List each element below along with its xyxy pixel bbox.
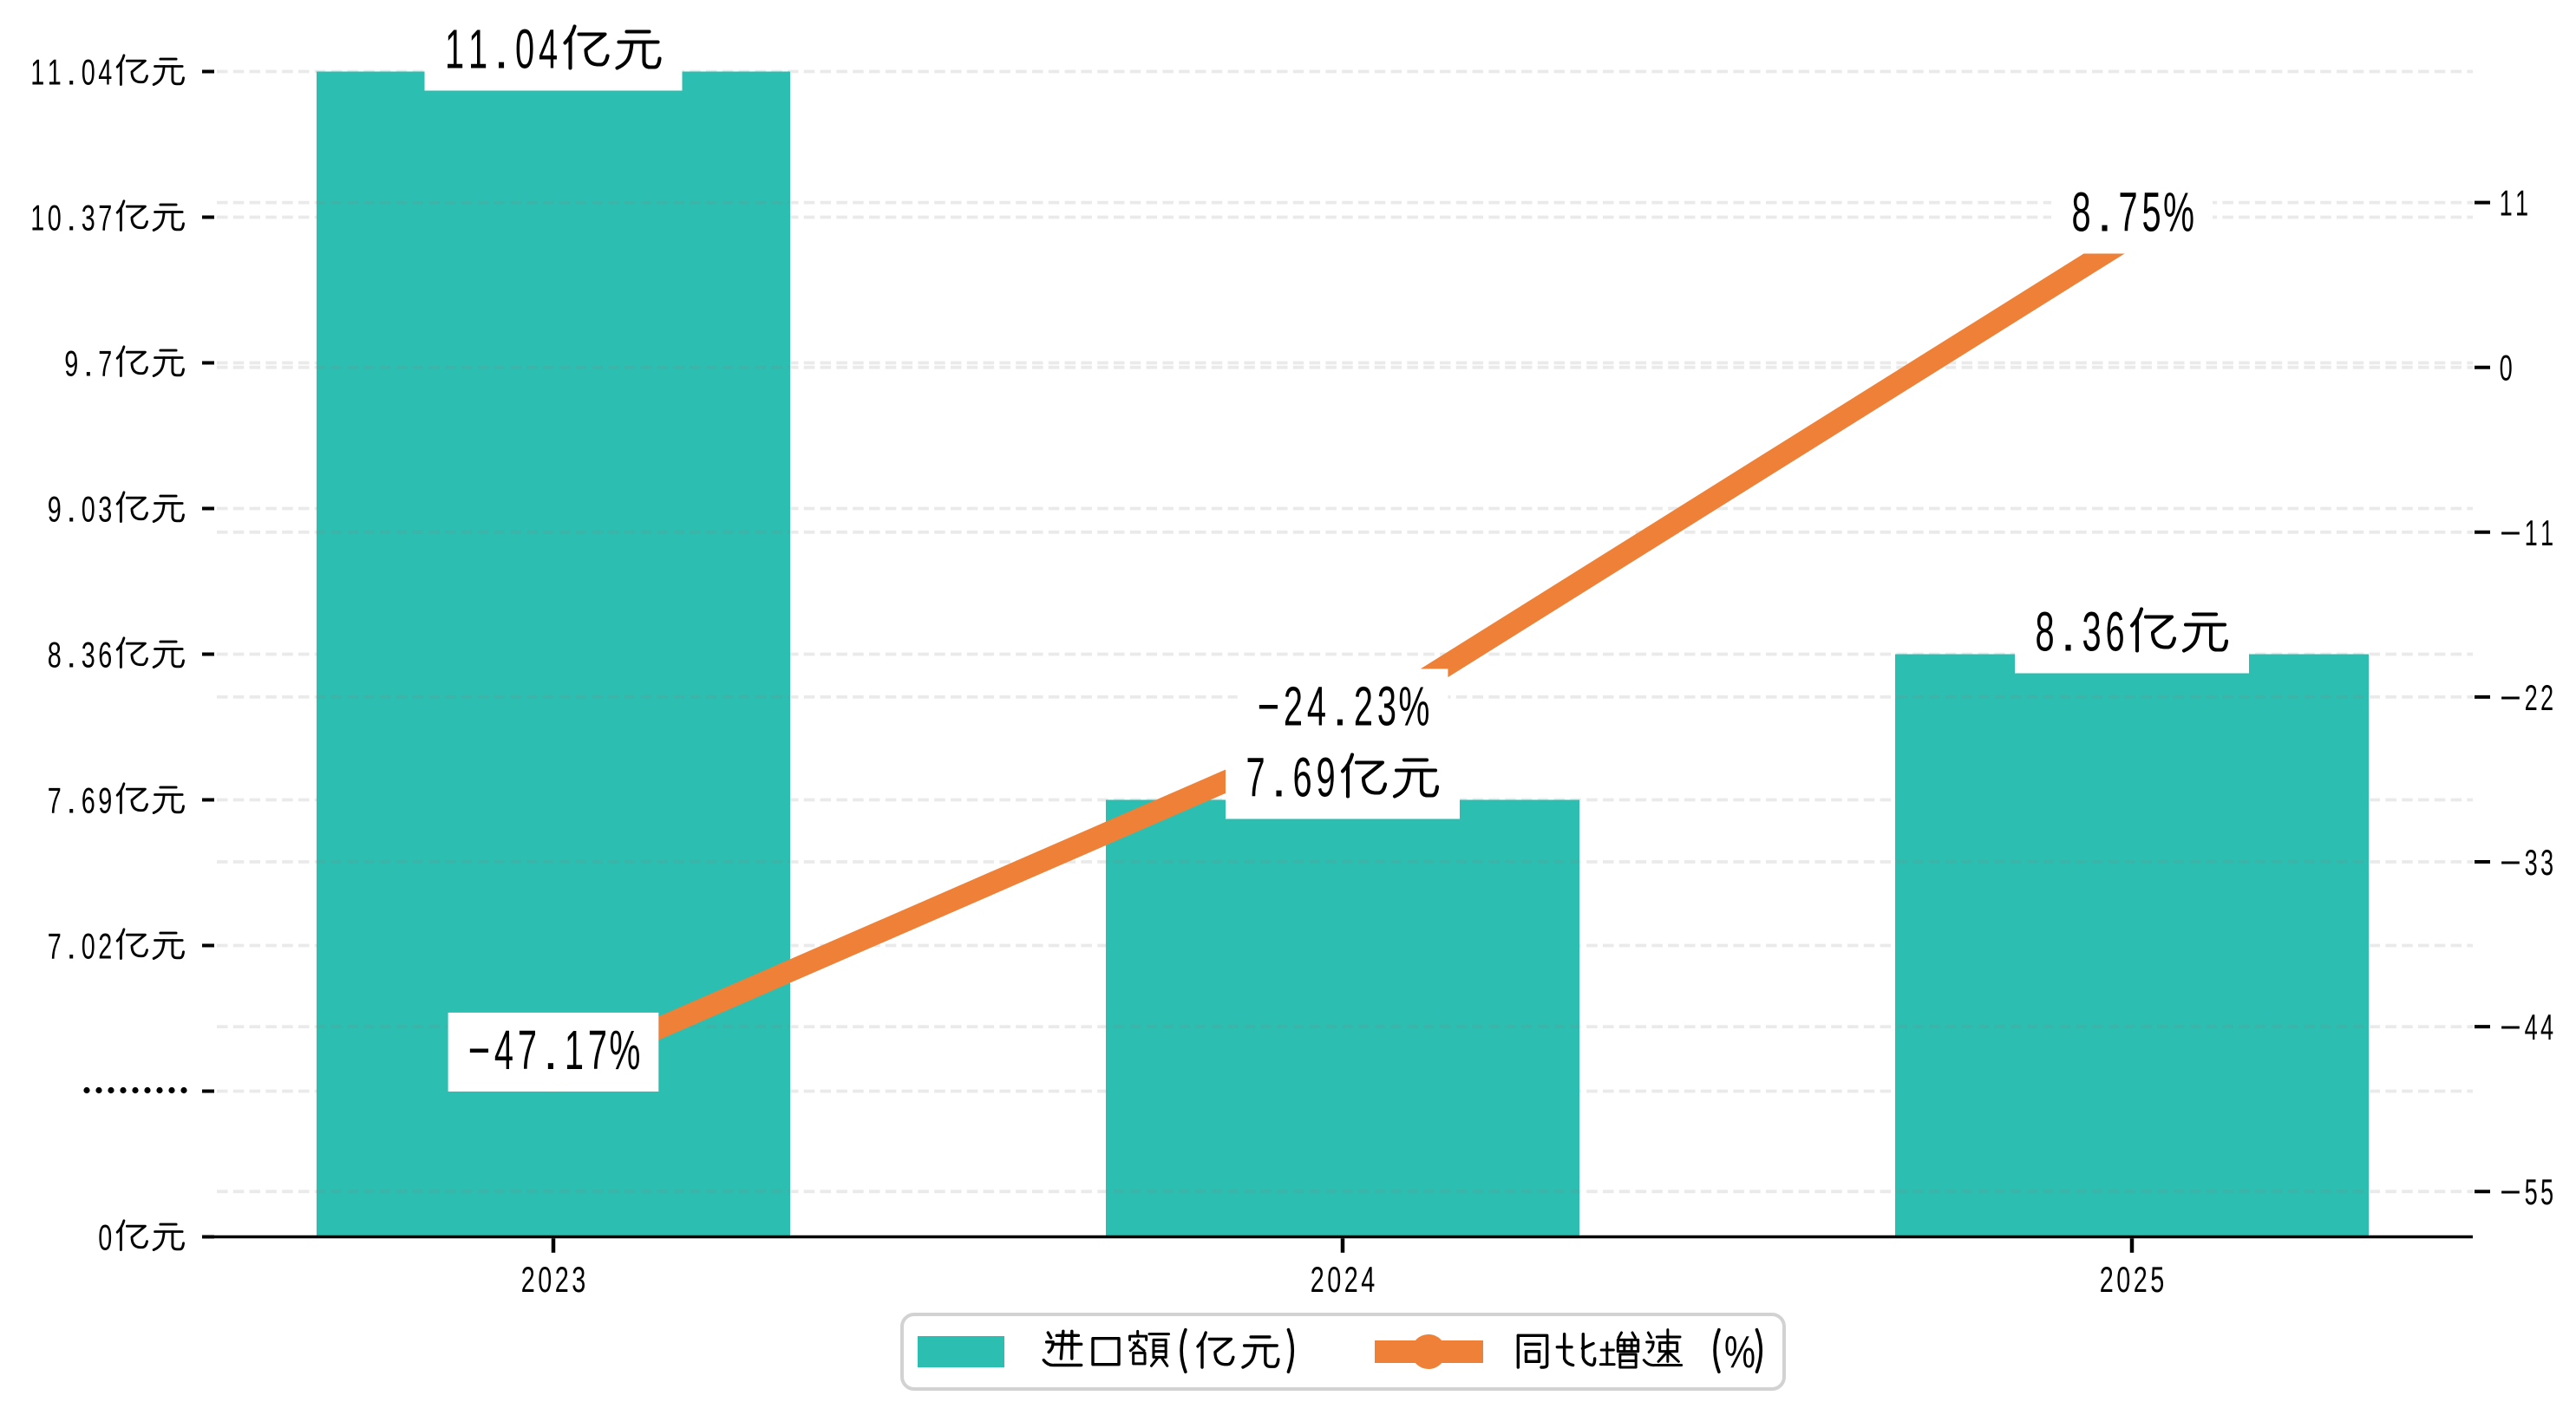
svg-text:1: 1	[565, 1019, 584, 1081]
svg-text:%: %	[1398, 675, 1429, 737]
svg-text:.: .	[2061, 601, 2076, 663]
svg-text:0: 0	[98, 1217, 112, 1258]
svg-text:2: 2	[521, 1259, 535, 1300]
svg-text:.: .	[2097, 181, 2113, 244]
svg-text:.: .	[83, 343, 94, 384]
svg-text:.: .	[66, 198, 76, 238]
svg-text:7: 7	[98, 198, 112, 238]
svg-text:3: 3	[572, 1259, 585, 1300]
svg-text:2: 2	[1311, 1259, 1324, 1300]
svg-text:%: %	[609, 1019, 640, 1081]
svg-text:3: 3	[2540, 842, 2553, 883]
svg-text:2: 2	[2540, 677, 2553, 718]
svg-text:0: 0	[82, 489, 95, 530]
svg-text:.: .	[66, 52, 76, 93]
svg-text:4: 4	[2525, 1007, 2538, 1047]
svg-text:0: 0	[1327, 1259, 1341, 1300]
svg-text:.: .	[66, 780, 76, 821]
svg-text:1: 1	[2515, 183, 2528, 224]
svg-text:2: 2	[1284, 675, 1303, 737]
svg-text:.: .	[1272, 747, 1287, 809]
svg-text:5: 5	[2150, 1259, 2164, 1300]
svg-text:5: 5	[2540, 1171, 2553, 1212]
svg-text:−: −	[1258, 675, 1280, 737]
svg-text:.: .	[494, 18, 509, 81]
svg-text:−: −	[2500, 1007, 2521, 1047]
svg-text:.: .	[1332, 675, 1348, 737]
svg-text:1: 1	[30, 198, 44, 238]
svg-text:6: 6	[98, 635, 112, 675]
svg-text:9: 9	[64, 343, 78, 384]
svg-text:9: 9	[48, 489, 62, 530]
svg-text:1: 1	[445, 18, 464, 81]
svg-text:−: −	[2500, 677, 2521, 718]
svg-text:4: 4	[1307, 675, 1326, 737]
svg-text:3: 3	[1377, 675, 1396, 737]
svg-text:−: −	[2500, 512, 2521, 553]
svg-text:5: 5	[2525, 1171, 2538, 1212]
svg-text:7: 7	[518, 1019, 537, 1081]
svg-text:%: %	[1724, 1327, 1755, 1378]
svg-text:2: 2	[1354, 675, 1373, 737]
svg-text:9: 9	[98, 780, 112, 821]
svg-text:6: 6	[1292, 747, 1311, 809]
svg-text:0: 0	[2116, 1259, 2130, 1300]
svg-text:0: 0	[82, 52, 95, 93]
svg-text:7: 7	[48, 780, 62, 821]
svg-text:0: 0	[2500, 348, 2513, 388]
svg-text:−: −	[2500, 842, 2521, 883]
svg-text:7: 7	[588, 1019, 607, 1081]
svg-text:1: 1	[2525, 512, 2538, 553]
svg-text:3: 3	[2525, 842, 2538, 883]
svg-text:7: 7	[48, 926, 62, 967]
svg-text:8: 8	[48, 635, 62, 675]
svg-text:.: .	[66, 489, 76, 530]
svg-text:2: 2	[98, 926, 112, 967]
svg-text:0: 0	[515, 18, 534, 81]
svg-text:8: 8	[2035, 601, 2054, 663]
svg-text:4: 4	[494, 1019, 513, 1081]
svg-text:4: 4	[1361, 1259, 1375, 1300]
svg-text:.: .	[543, 1019, 559, 1081]
svg-text:4: 4	[539, 18, 558, 81]
svg-text:2: 2	[1344, 1259, 1358, 1300]
svg-text:6: 6	[82, 780, 95, 821]
svg-text:6: 6	[2105, 601, 2124, 663]
svg-text:3: 3	[82, 635, 95, 675]
svg-text:8: 8	[2071, 181, 2090, 244]
svg-text:1: 1	[2540, 512, 2553, 553]
svg-text:2: 2	[555, 1259, 569, 1300]
svg-text:−: −	[468, 1019, 491, 1081]
svg-text:%: %	[2163, 181, 2194, 244]
svg-text:3: 3	[2082, 601, 2101, 663]
svg-text:3: 3	[98, 489, 112, 530]
svg-text:2: 2	[2134, 1259, 2148, 1300]
svg-text:1: 1	[48, 52, 62, 93]
svg-text:.: .	[66, 926, 76, 967]
svg-text:−: −	[2500, 1171, 2521, 1212]
svg-text:7: 7	[1246, 747, 1265, 809]
svg-text:0: 0	[48, 198, 62, 238]
svg-text:.: .	[66, 635, 76, 675]
svg-text:7: 7	[2118, 181, 2137, 244]
svg-text:1: 1	[2500, 183, 2513, 224]
svg-text:5: 5	[2141, 181, 2161, 244]
svg-text:2: 2	[2100, 1259, 2114, 1300]
svg-text:9: 9	[1316, 747, 1335, 809]
svg-text:7: 7	[98, 343, 112, 384]
svg-text:2: 2	[2525, 677, 2538, 718]
svg-text:4: 4	[2540, 1007, 2553, 1047]
svg-text:0: 0	[82, 926, 95, 967]
svg-text:1: 1	[468, 18, 487, 81]
svg-text:0: 0	[538, 1259, 552, 1300]
svg-text:4: 4	[98, 52, 112, 93]
svg-text:3: 3	[82, 198, 95, 238]
svg-text:1: 1	[30, 52, 44, 93]
